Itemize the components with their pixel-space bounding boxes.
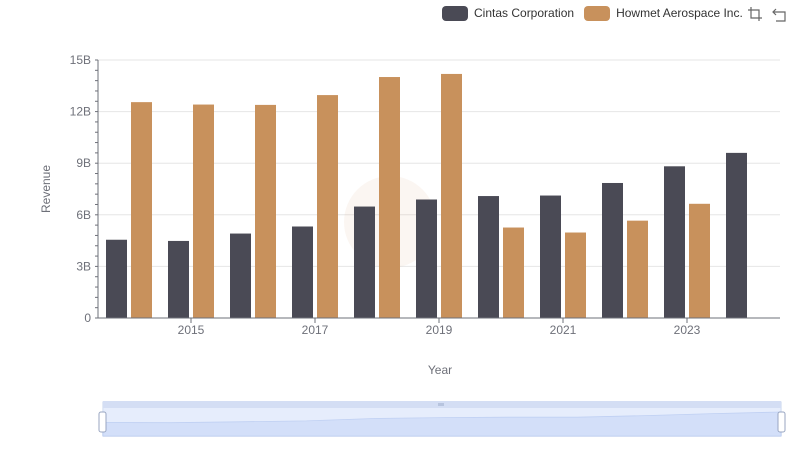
axes: 0 3B 6B 9B 12B 15B 2015 2017 2019 2021 2023 (70, 53, 780, 337)
bar-cintas-2017 (292, 226, 313, 318)
bar-howmet-2016 (255, 104, 276, 318)
y-tick-label: 15B (70, 53, 91, 67)
bar-cintas-2023 (664, 166, 685, 318)
y-axis-label: Revenue (39, 165, 53, 213)
zoom-move-bar (103, 401, 781, 408)
bar-cintas-2015 (168, 240, 189, 318)
legend-label-cintas: Cintas Corporation (474, 6, 575, 20)
legend-swatch-howmet (584, 5, 611, 21)
bar-cintas-2018 (354, 206, 375, 318)
bar-howmet-2021 (565, 232, 586, 318)
bar-howmet-2022 (627, 220, 648, 318)
zoom-handle-left[interactable] (98, 411, 107, 433)
y-tick-label: 0 (84, 311, 91, 325)
bar-howmet-2020 (503, 227, 524, 318)
legend-item-cintas[interactable]: Cintas Corporation (442, 5, 575, 21)
bar-cintas-2019 (416, 199, 437, 318)
x-tick-label: 2015 (178, 323, 205, 337)
bar-howmet-2014 (131, 102, 152, 318)
bar-cintas-2016 (230, 233, 251, 318)
bars (106, 73, 747, 318)
bar-cintas-2020 (478, 196, 499, 318)
zoom-handle-right[interactable] (777, 411, 786, 433)
x-axis-label: Year (428, 363, 452, 377)
bar-cintas-2024 (726, 152, 747, 318)
legend-item-howmet[interactable]: Howmet Aerospace Inc. (584, 5, 743, 21)
legend-label-howmet: Howmet Aerospace Inc. (616, 6, 743, 20)
y-tick-label: 9B (76, 156, 91, 170)
x-tick-label: 2021 (550, 323, 577, 337)
bar-howmet-2018 (379, 77, 400, 318)
y-tick-label: 6B (76, 208, 91, 222)
x-tick-label: 2023 (674, 323, 701, 337)
x-tick-label: 2019 (426, 323, 453, 337)
bar-cintas-2022 (602, 182, 623, 318)
bar-howmet-2015 (193, 104, 214, 318)
data-zoom-slider[interactable] (98, 401, 786, 437)
x-tick-label: 2017 (302, 323, 329, 337)
bar-howmet-2023 (689, 203, 710, 318)
legend-swatch-cintas (442, 5, 468, 21)
legend: Cintas Corporation Howmet Aerospace Inc. (442, 4, 753, 22)
bar-cintas-2014 (106, 239, 127, 318)
data-zoom-icon[interactable] (747, 6, 763, 22)
bar-cintas-2021 (540, 195, 561, 318)
y-tick-label: 12B (70, 105, 91, 119)
y-tick-label: 3B (76, 259, 91, 273)
restore-icon[interactable] (772, 6, 788, 22)
bar-howmet-2019 (441, 73, 462, 318)
bar-howmet-2017 (317, 95, 338, 318)
